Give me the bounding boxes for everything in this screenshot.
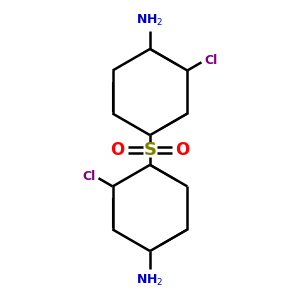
Text: O: O [110,141,124,159]
Text: Cl: Cl [83,170,96,183]
Text: S: S [143,141,157,159]
Text: O: O [176,141,190,159]
Text: NH$_2$: NH$_2$ [136,12,164,28]
Text: Cl: Cl [204,54,217,67]
Text: NH$_2$: NH$_2$ [136,272,164,288]
